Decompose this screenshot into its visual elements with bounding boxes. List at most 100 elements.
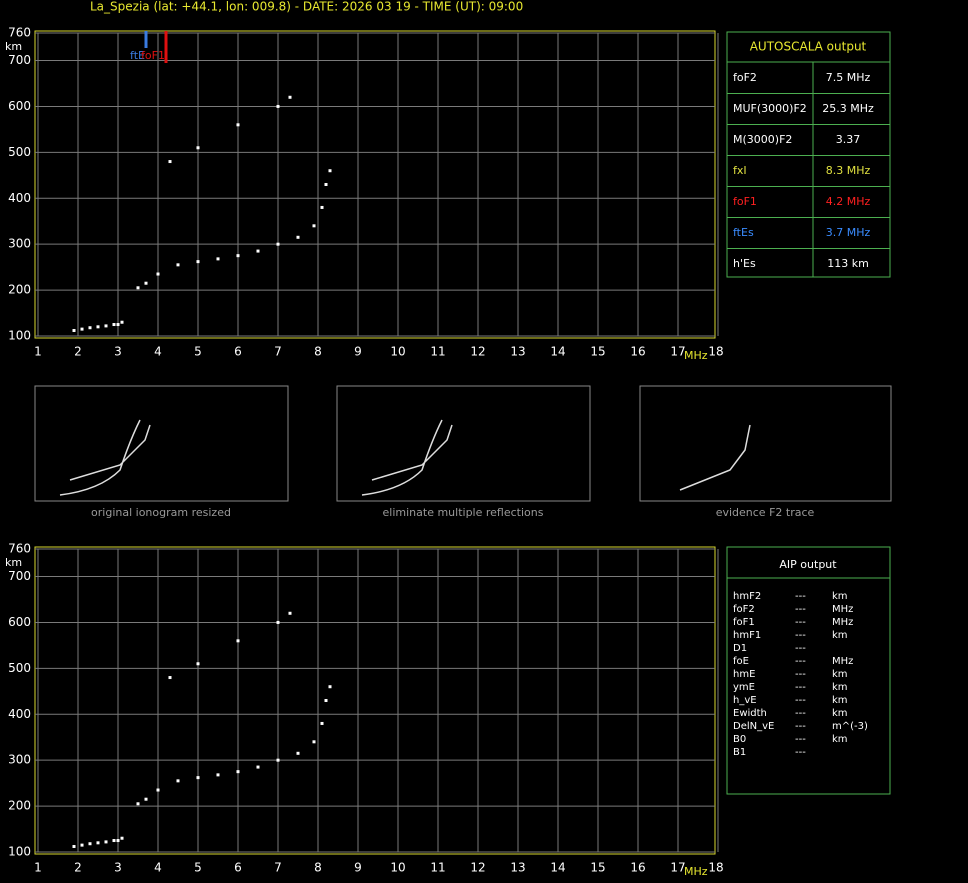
trace-point xyxy=(276,242,280,246)
x-tick-label: 3 xyxy=(114,345,122,359)
x-tick-label: 6 xyxy=(234,861,242,875)
trace-point xyxy=(256,765,260,769)
trace-point xyxy=(236,254,240,258)
autoscala-name: M(3000)F2 xyxy=(733,133,792,146)
autoscala-value: 8.3 MHz xyxy=(826,164,871,177)
header-title: La_Spezia (lat: +44.1, lon: 009.8) - DAT… xyxy=(90,0,523,14)
x-tick-label: 1 xyxy=(34,345,42,359)
trace-point xyxy=(236,770,240,774)
trace-point xyxy=(196,146,200,150)
aip-cell: hmF2 xyxy=(733,591,761,602)
trace-point xyxy=(196,260,200,264)
thumbnails: original ionogram resized eliminate mult… xyxy=(34,385,892,519)
x-tick-label: 1 xyxy=(34,861,42,875)
trace-point xyxy=(276,104,280,108)
y-tick-label: 300 xyxy=(8,237,31,251)
aip-cell: km xyxy=(832,695,848,706)
x-tick-label: 16 xyxy=(630,861,645,875)
trace-point xyxy=(276,620,280,624)
trace-point xyxy=(168,160,172,164)
trace-point xyxy=(104,840,108,844)
x-tick-label: 14 xyxy=(550,861,565,875)
trace-point xyxy=(328,169,332,173)
aip-cell: DelN_vE xyxy=(733,721,774,732)
y-tick-label: 760 xyxy=(8,542,31,556)
x-tick-label: 8 xyxy=(314,345,322,359)
trace-point xyxy=(288,611,292,615)
thumbnail-frame xyxy=(639,385,892,502)
y-tick-label: 200 xyxy=(8,799,31,813)
trace-point xyxy=(312,740,316,744)
thumbnail-caption: eliminate multiple reflections xyxy=(383,506,544,519)
aip-cell: --- xyxy=(795,656,806,667)
aip-cell: --- xyxy=(795,695,806,706)
trace-point xyxy=(328,685,332,689)
aip-cell: MHz xyxy=(832,656,853,667)
aip-cell: foF1 xyxy=(733,617,755,628)
trace-point xyxy=(320,205,324,209)
y-tick-label: 400 xyxy=(8,707,31,721)
aip-cell: km xyxy=(832,708,848,719)
y-tick-label: 200 xyxy=(8,283,31,297)
aip-cell: hmF1 xyxy=(733,630,761,641)
trace-point xyxy=(256,249,260,253)
autoscala-title: AUTOSCALA output xyxy=(750,40,867,54)
trace-point xyxy=(112,839,116,843)
aip-cell: ymE xyxy=(733,682,755,693)
autoscala-name: MUF(3000)F2 xyxy=(733,102,807,115)
aip-cell: km xyxy=(832,591,848,602)
thumbnail-caption: original ionogram resized xyxy=(91,506,231,519)
thumbnail-trace xyxy=(679,424,751,491)
trace-point xyxy=(320,721,324,725)
trace-point xyxy=(216,257,220,261)
plot-area xyxy=(34,546,716,855)
y-axis-label: km xyxy=(5,556,22,569)
trace-point xyxy=(216,773,220,777)
aip-cell: MHz xyxy=(832,617,853,628)
aip-cell: --- xyxy=(795,643,806,654)
x-tick-label: 10 xyxy=(390,861,405,875)
aip-cell: --- xyxy=(795,682,806,693)
x-tick-label: 18 xyxy=(708,345,723,359)
autoscala-box xyxy=(726,31,891,278)
plot-area xyxy=(34,30,716,339)
aip-cell: h_vE xyxy=(733,695,757,706)
trace-point xyxy=(196,776,200,780)
aip-cell: --- xyxy=(795,669,806,680)
trace-point xyxy=(176,779,180,783)
autoscala-value: 4.2 MHz xyxy=(826,195,871,208)
aip-cell: --- xyxy=(795,734,806,745)
x-tick-label: 14 xyxy=(550,345,565,359)
trace-point xyxy=(104,324,108,328)
y-tick-label: 600 xyxy=(8,99,31,113)
trace-point xyxy=(120,320,124,324)
aip-cell: --- xyxy=(795,721,806,732)
trace-point xyxy=(112,323,116,327)
marker-label: ftE xyxy=(130,49,145,62)
trace-point xyxy=(296,235,300,239)
x-tick-label: 8 xyxy=(314,861,322,875)
y-tick-label: 100 xyxy=(8,845,31,859)
autoscala-value: 113 km xyxy=(827,257,869,270)
aip-cell: foF2 xyxy=(733,604,755,615)
autoscala-name: fxI xyxy=(733,164,747,177)
marker-label: foF1 xyxy=(141,49,165,62)
x-tick-label: 3 xyxy=(114,861,122,875)
y-tick-label: 500 xyxy=(8,145,31,159)
aip-cell: hmE xyxy=(733,669,755,680)
aip-cell: km xyxy=(832,669,848,680)
y-tick-label: 600 xyxy=(8,615,31,629)
x-tick-label: 4 xyxy=(154,345,162,359)
aip-cell: --- xyxy=(795,591,806,602)
x-tick-label: 4 xyxy=(154,861,162,875)
trace-point xyxy=(88,326,92,330)
aip-title: AIP output xyxy=(779,558,837,571)
x-tick-label: 7 xyxy=(274,861,282,875)
aip-cell: km xyxy=(832,682,848,693)
trace-point xyxy=(156,788,160,792)
aip-cell: m^(-3) xyxy=(832,721,868,732)
x-tick-label: 12 xyxy=(470,861,485,875)
x-tick-label: 13 xyxy=(510,345,525,359)
aip-cell: foE xyxy=(733,656,749,667)
